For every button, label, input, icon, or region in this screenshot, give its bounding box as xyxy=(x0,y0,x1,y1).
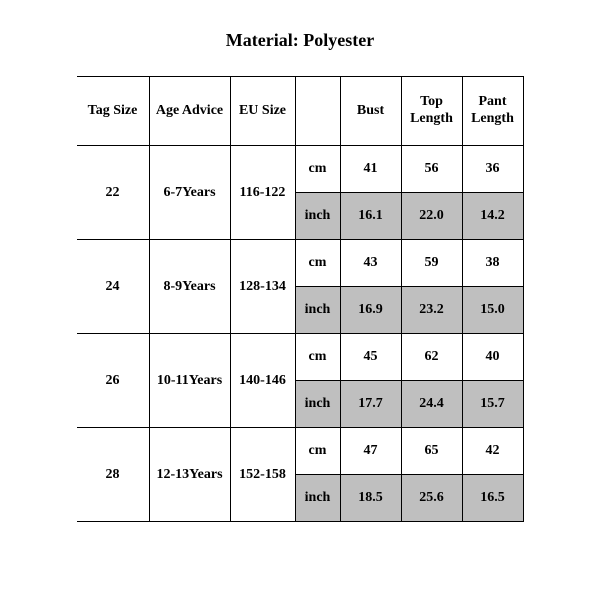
cell-eu-size: 128-134 xyxy=(230,240,295,334)
cell-unit-cm: cm xyxy=(295,146,340,193)
cell-tag-size: 26 xyxy=(77,334,150,428)
cell-bust-inch: 17.7 xyxy=(340,381,401,428)
table-row: 2812-13Years152-158cm476542 xyxy=(77,428,524,475)
material-title: Material: Polyester xyxy=(0,30,600,51)
cell-pant-cm: 38 xyxy=(462,240,523,287)
cell-top-cm: 56 xyxy=(401,146,462,193)
cell-top-inch: 25.6 xyxy=(401,475,462,522)
cell-bust-inch: 16.1 xyxy=(340,193,401,240)
cell-pant-inch: 15.7 xyxy=(462,381,523,428)
cell-unit-inch: inch xyxy=(295,475,340,522)
cell-pant-inch: 16.5 xyxy=(462,475,523,522)
cell-top-cm: 62 xyxy=(401,334,462,381)
col-tag-size: Tag Size xyxy=(77,77,150,146)
cell-top-inch: 23.2 xyxy=(401,287,462,334)
col-age-advice: Age Advice xyxy=(149,77,230,146)
cell-top-cm: 65 xyxy=(401,428,462,475)
size-table: Tag Size Age Advice EU Size Bust Top Len… xyxy=(77,76,524,522)
cell-bust-cm: 41 xyxy=(340,146,401,193)
cell-age-advice: 6-7Years xyxy=(149,146,230,240)
page: Material: Polyester Tag Size Age Advice … xyxy=(0,0,600,600)
col-eu-size: EU Size xyxy=(230,77,295,146)
cell-tag-size: 28 xyxy=(77,428,150,522)
cell-pant-inch: 15.0 xyxy=(462,287,523,334)
cell-tag-size: 22 xyxy=(77,146,150,240)
col-unit xyxy=(295,77,340,146)
col-bust: Bust xyxy=(340,77,401,146)
cell-bust-cm: 45 xyxy=(340,334,401,381)
cell-bust-inch: 18.5 xyxy=(340,475,401,522)
cell-pant-cm: 36 xyxy=(462,146,523,193)
table-header-row: Tag Size Age Advice EU Size Bust Top Len… xyxy=(77,77,524,146)
cell-top-cm: 59 xyxy=(401,240,462,287)
cell-pant-cm: 40 xyxy=(462,334,523,381)
table-row: 226-7Years116-122cm415636 xyxy=(77,146,524,193)
cell-pant-cm: 42 xyxy=(462,428,523,475)
cell-bust-cm: 43 xyxy=(340,240,401,287)
cell-pant-inch: 14.2 xyxy=(462,193,523,240)
cell-unit-inch: inch xyxy=(295,193,340,240)
cell-unit-cm: cm xyxy=(295,428,340,475)
cell-eu-size: 116-122 xyxy=(230,146,295,240)
cell-unit-cm: cm xyxy=(295,240,340,287)
cell-top-inch: 24.4 xyxy=(401,381,462,428)
cell-bust-inch: 16.9 xyxy=(340,287,401,334)
cell-unit-inch: inch xyxy=(295,381,340,428)
cell-tag-size: 24 xyxy=(77,240,150,334)
cell-age-advice: 10-11Years xyxy=(149,334,230,428)
table-row: 248-9Years128-134cm435938 xyxy=(77,240,524,287)
cell-top-inch: 22.0 xyxy=(401,193,462,240)
cell-eu-size: 140-146 xyxy=(230,334,295,428)
cell-bust-cm: 47 xyxy=(340,428,401,475)
cell-unit-inch: inch xyxy=(295,287,340,334)
cell-age-advice: 12-13Years xyxy=(149,428,230,522)
cell-age-advice: 8-9Years xyxy=(149,240,230,334)
col-pant-length: Pant Length xyxy=(462,77,523,146)
cell-eu-size: 152-158 xyxy=(230,428,295,522)
col-top-length: Top Length xyxy=(401,77,462,146)
table-row: 2610-11Years140-146cm456240 xyxy=(77,334,524,381)
cell-unit-cm: cm xyxy=(295,334,340,381)
